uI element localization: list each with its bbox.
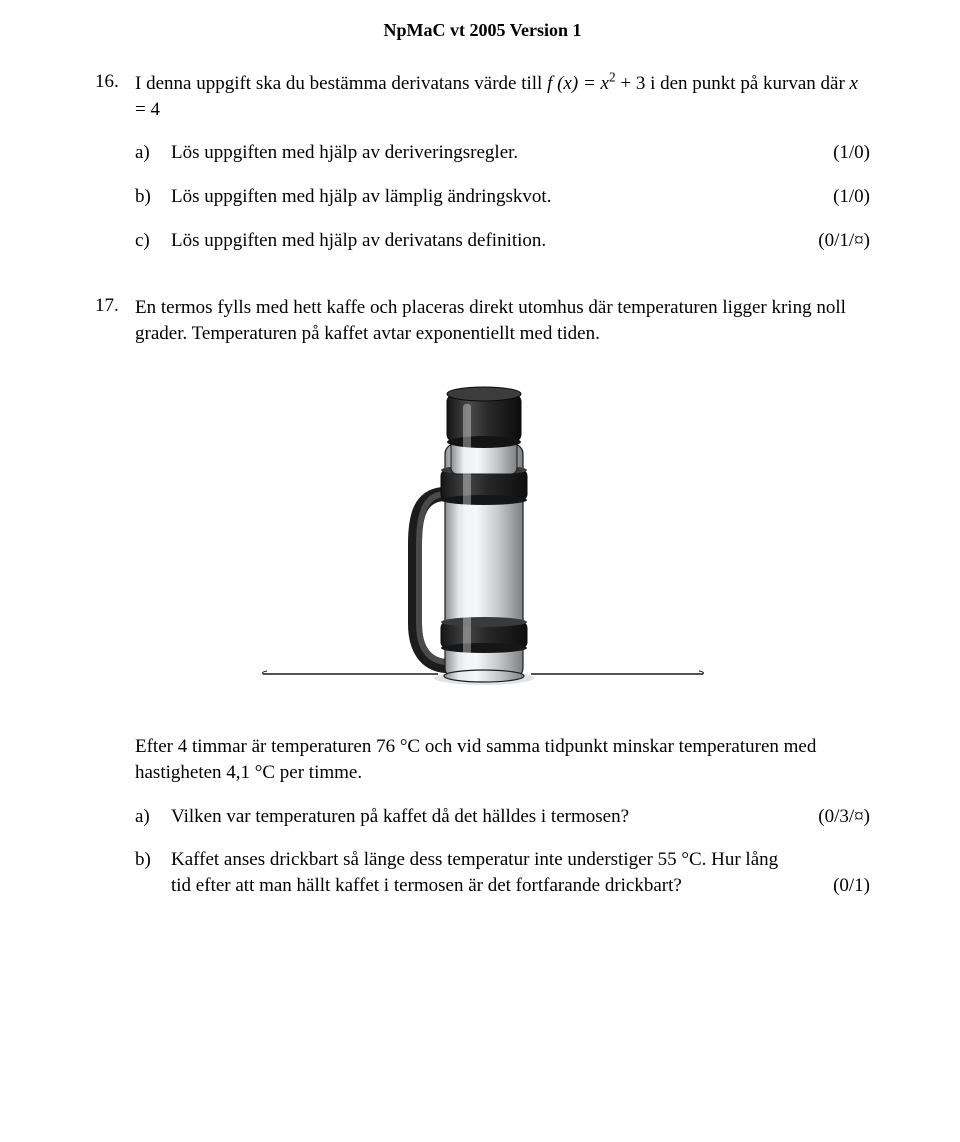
- q16-c-text: Lös uppgiften med hjälp av derivatans de…: [171, 228, 800, 254]
- q16-b-text: Lös uppgiften med hjälp av lämplig ändri…: [171, 184, 800, 210]
- q16-xvar: x: [850, 73, 858, 94]
- problem-17-middle: Efter 4 timmar är temperaturen 76 °C och…: [135, 734, 870, 785]
- problem-16-intro: I denna uppgift ska du bestämma derivata…: [135, 71, 870, 122]
- q17-a-label: a): [135, 804, 171, 830]
- problem-16-number: 16.: [95, 71, 135, 93]
- problem-16: 16. I denna uppgift ska du bestämma deri…: [95, 71, 870, 253]
- q16-fx-exp: 2: [609, 70, 616, 85]
- q17-b-label: b): [135, 847, 171, 873]
- q16-c-label: c): [135, 228, 171, 254]
- q17-a-text: Vilken var temperaturen på kaffet då det…: [171, 804, 800, 830]
- q17-b-text: Kaffet anses drickbart så länge dess tem…: [171, 847, 800, 898]
- q16-intro-before: I denna uppgift ska du bestämma derivata…: [135, 73, 547, 94]
- q16-xeq: = 4: [135, 99, 160, 120]
- problem-17: 17. En termos fylls med hett kaffe och p…: [95, 295, 870, 898]
- q16-a-label: a): [135, 140, 171, 166]
- q17-b-points: (0/1): [800, 873, 870, 899]
- q16-c-points: (0/1/¤): [800, 228, 870, 254]
- q16-b-points: (1/0): [800, 184, 870, 210]
- q16-fx-left: f (x) = x: [547, 73, 609, 94]
- q16-b-label: b): [135, 184, 171, 210]
- problem-17-intro: En termos fylls med hett kaffe och place…: [135, 295, 870, 346]
- problem-17-number: 17.: [95, 295, 135, 317]
- page-header: NpMaC vt 2005 Version 1: [95, 20, 870, 41]
- q16-a-text: Lös uppgiften med hjälp av deriveringsre…: [171, 140, 800, 166]
- q17-a-points: (0/3/¤): [800, 804, 870, 830]
- q16-intro-after: i den punkt på kurvan där: [650, 73, 849, 94]
- thermos-illustration: [253, 374, 713, 704]
- q16-fx-right: + 3: [616, 73, 646, 94]
- q16-a-points: (1/0): [800, 140, 870, 166]
